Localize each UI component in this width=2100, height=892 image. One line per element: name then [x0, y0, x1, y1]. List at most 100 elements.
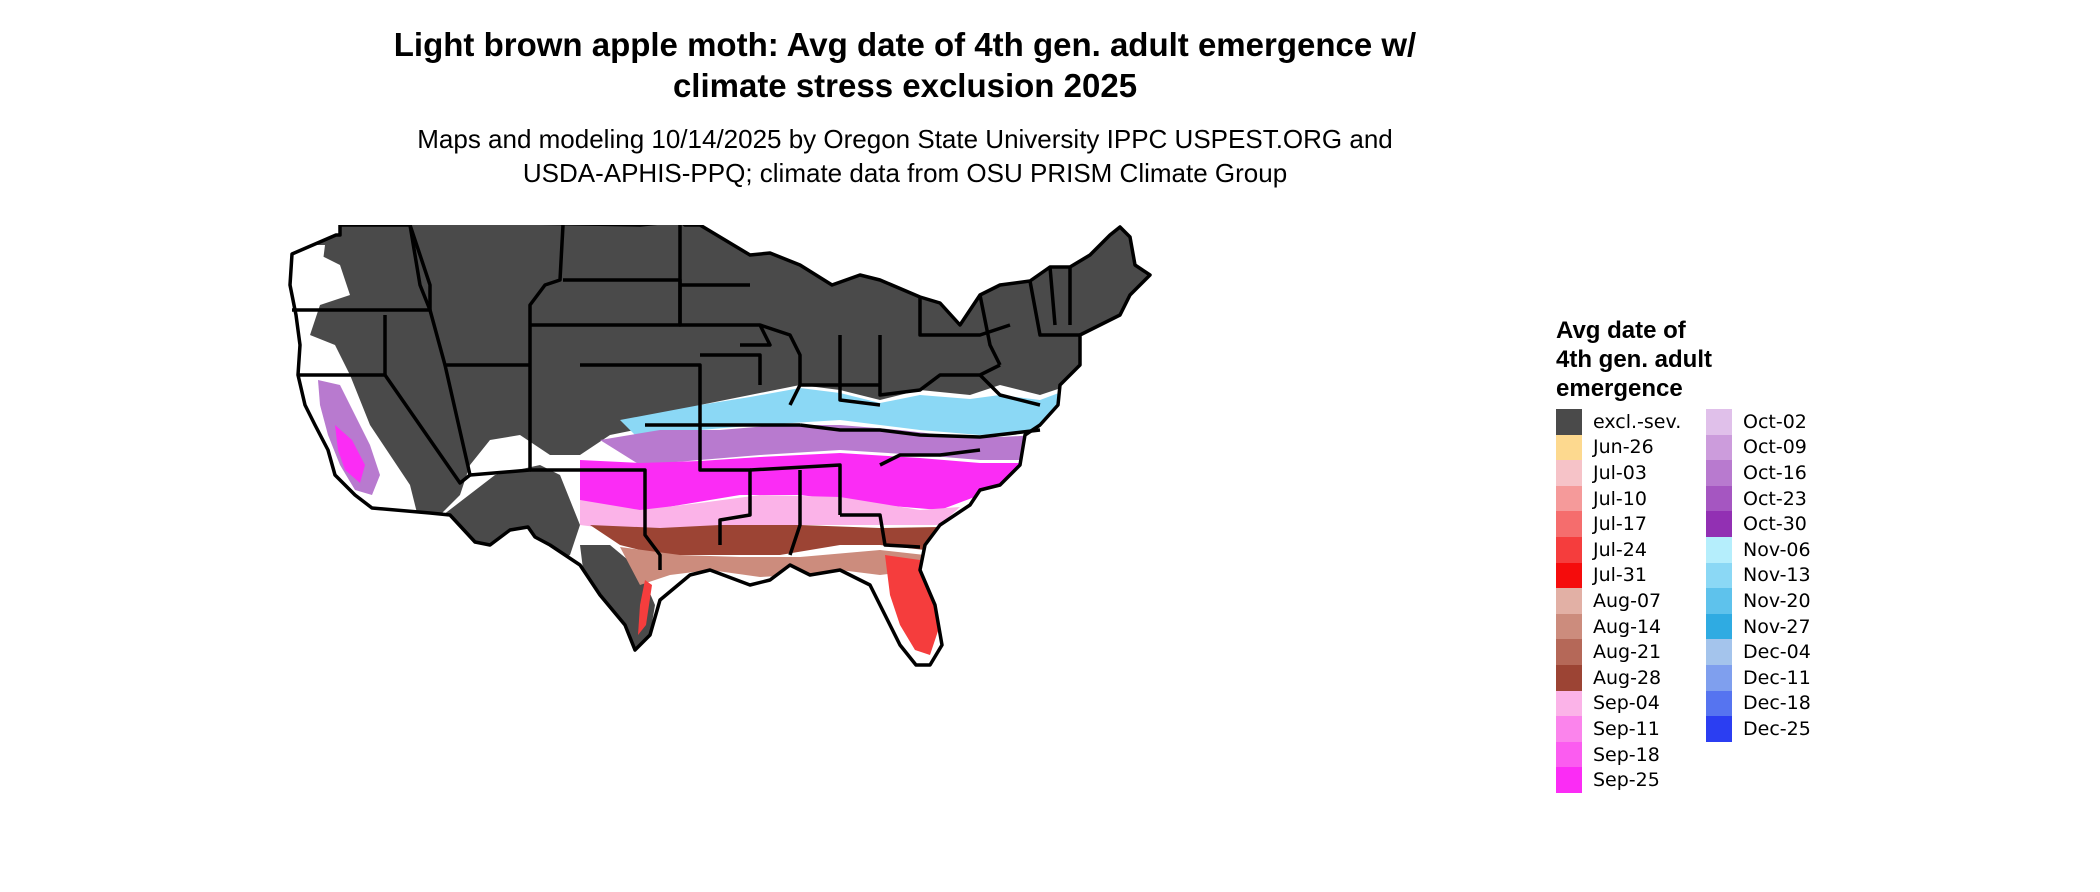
legend-swatch	[1706, 536, 1732, 563]
legend-swatch	[1556, 485, 1582, 512]
legend-label: Aug-28	[1593, 666, 1662, 689]
band-sep	[580, 453, 1040, 515]
legend-label: Sep-25	[1593, 769, 1660, 792]
legend-swatch	[1706, 409, 1732, 435]
legend-item: Jul-17	[1556, 511, 1681, 537]
map-title: Light brown apple moth: Avg date of 4th …	[280, 24, 1530, 106]
legend-item: Jun-26	[1556, 434, 1681, 461]
legend-swatch	[1556, 716, 1582, 742]
state-boundaries	[288, 225, 1152, 667]
legend-label: Nov-27	[1743, 615, 1811, 638]
legend-label: Oct-23	[1743, 487, 1807, 510]
legend-item: Sep-18	[1556, 741, 1681, 768]
legend-label: Oct-02	[1743, 410, 1807, 433]
legend-swatch	[1556, 409, 1582, 435]
legend-swatch	[1706, 613, 1732, 640]
band-aug-mid	[620, 547, 925, 585]
legend-swatch	[1556, 767, 1582, 793]
map-title-line-1: Light brown apple moth: Avg date of 4th …	[393, 26, 1417, 63]
legend-item: Oct-23	[1706, 485, 1811, 512]
legend-swatch	[1556, 639, 1582, 665]
legend-label: Oct-16	[1743, 461, 1807, 484]
legend-label: Jul-17	[1593, 513, 1647, 536]
legend-title-line-1: Avg date of	[1556, 317, 1686, 344]
legend-label: Dec-11	[1743, 666, 1811, 689]
map-title-line-2: climate stress exclusion 2025	[672, 67, 1138, 104]
legend-label: Jul-31	[1593, 564, 1647, 587]
legend-item: Jul-24	[1556, 536, 1681, 563]
border-nebraska	[563, 278, 772, 347]
legend-swatch	[1706, 588, 1732, 614]
legend-item: Dec-25	[1706, 716, 1811, 742]
legend-label: excl.-sev.	[1593, 410, 1682, 433]
legend-title-line-3: emergence	[1556, 375, 1683, 402]
legend-label: Aug-07	[1593, 589, 1662, 612]
legend-label: Nov-20	[1743, 589, 1811, 612]
legend-swatch	[1556, 690, 1582, 717]
legend-title-line-2: 4th gen. adult	[1556, 346, 1712, 373]
legend-label: Jul-03	[1593, 461, 1647, 484]
legend-label: Sep-04	[1593, 692, 1660, 715]
legend-label: Sep-11	[1593, 717, 1660, 740]
legend: Avg date of 4th gen. adult emergence exc…	[1556, 316, 1886, 796]
legend-swatch	[1706, 690, 1732, 717]
legend-swatch	[1556, 434, 1582, 461]
legend-swatch	[1556, 460, 1582, 486]
legend-swatch	[1556, 613, 1582, 640]
legend-swatch	[1556, 588, 1582, 614]
legend-item: Sep-04	[1556, 690, 1681, 717]
legend-item: Jul-10	[1556, 485, 1681, 512]
legend-column-2: Oct-02 Oct-09 Oct-16 Oct-23 Oct-30 Nov-06 Nov-…	[1706, 409, 1811, 742]
legend-item: Aug-14	[1556, 613, 1681, 640]
legend-label: Dec-04	[1743, 641, 1811, 664]
legend-column-1: excl.-sev. Jun-26 Jul-03 Jul-10 Jul-17 Jul-24…	[1556, 409, 1681, 793]
legend-item: Oct-16	[1706, 460, 1811, 486]
legend-swatch	[1706, 460, 1732, 486]
legend-swatch	[1556, 511, 1582, 537]
legend-item: Oct-02	[1706, 409, 1811, 435]
legend-swatch	[1706, 434, 1732, 461]
map-subtitle-line-1: Maps and modeling 10/14/2025 by Oregon S…	[417, 124, 1393, 154]
legend-label: Oct-09	[1743, 436, 1807, 459]
legend-item: Dec-04	[1706, 639, 1811, 665]
legend-title: Avg date of 4th gen. adult emergence	[1556, 316, 1816, 403]
legend-item: Dec-11	[1706, 664, 1811, 691]
legend-label: Oct-30	[1743, 513, 1807, 536]
legend-label: Sep-18	[1593, 743, 1660, 766]
texas-coast-red	[638, 580, 652, 635]
legend-label: Dec-18	[1743, 692, 1811, 715]
legend-swatch	[1706, 511, 1732, 537]
legend-label: Jun-26	[1593, 436, 1654, 459]
legend-label: Jul-24	[1593, 538, 1647, 561]
legend-item: Nov-06	[1706, 536, 1811, 563]
legend-item: Nov-20	[1706, 588, 1811, 614]
legend-item: Aug-28	[1556, 664, 1681, 691]
legend-swatch	[1706, 639, 1732, 665]
map-subtitle: Maps and modeling 10/14/2025 by Oregon S…	[280, 122, 1530, 190]
legend-item: Jul-03	[1556, 460, 1681, 486]
legend-swatch	[1556, 664, 1582, 691]
legend-item: Sep-11	[1556, 716, 1681, 742]
legend-label: Aug-21	[1593, 641, 1662, 664]
us-emergence-map	[288, 225, 1152, 667]
legend-swatch	[1706, 716, 1732, 742]
legend-swatch	[1706, 485, 1732, 512]
legend-swatch	[1706, 664, 1732, 691]
band-sep-light	[580, 495, 960, 530]
legend-item: Nov-27	[1706, 613, 1811, 640]
legend-swatch	[1556, 741, 1582, 768]
legend-label: Jul-10	[1593, 487, 1647, 510]
legend-swatch	[1556, 536, 1582, 563]
legend-item: Sep-25	[1556, 767, 1681, 793]
legend-item: Nov-13	[1706, 562, 1811, 589]
legend-swatch	[1556, 562, 1582, 589]
legend-item: Oct-30	[1706, 511, 1811, 537]
map-subtitle-line-2: USDA-APHIS-PPQ; climate data from OSU PR…	[522, 158, 1288, 188]
legend-item: Jul-31	[1556, 562, 1681, 589]
legend-item: Oct-09	[1706, 434, 1811, 461]
legend-item: Aug-21	[1556, 639, 1681, 665]
band-aug	[590, 525, 940, 555]
legend-item: excl.-sev.	[1556, 409, 1681, 435]
california-valley-magenta	[335, 425, 365, 483]
legend-label: Aug-14	[1593, 615, 1662, 638]
